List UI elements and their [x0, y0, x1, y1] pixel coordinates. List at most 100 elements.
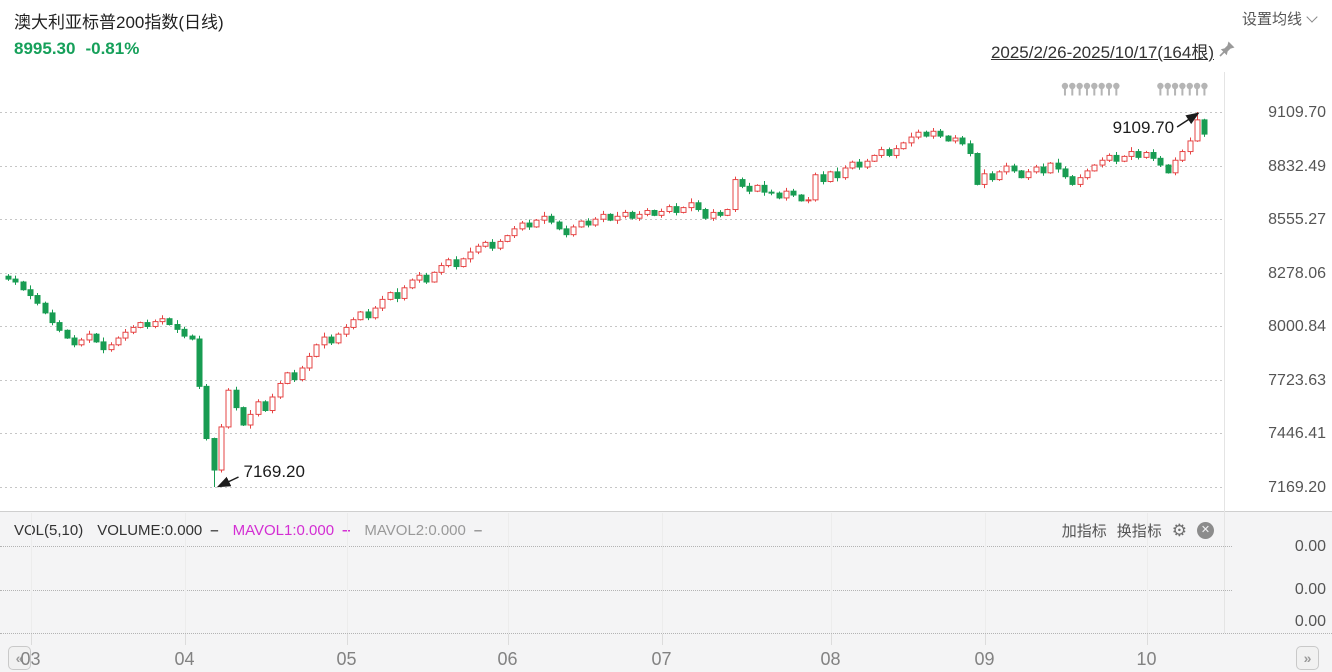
candle — [533, 219, 540, 228]
event-pin-icon — [1091, 82, 1098, 96]
candle — [519, 220, 526, 231]
candle — [71, 335, 78, 348]
month-gridline — [30, 513, 32, 633]
month-gridline — [661, 513, 663, 633]
candle — [86, 330, 93, 343]
candle — [849, 160, 856, 170]
candle — [600, 210, 607, 223]
candle — [526, 219, 533, 230]
scroll-right-button[interactable]: » — [1296, 646, 1319, 670]
candle — [5, 274, 12, 281]
candle — [702, 207, 709, 220]
date-range-link[interactable]: 2025/2/26-2025/10/17(164根) — [990, 43, 1214, 62]
date-axis-label: 04 — [174, 649, 195, 669]
candle — [144, 319, 151, 329]
candle — [277, 381, 284, 399]
candle — [1091, 164, 1098, 172]
candle — [475, 243, 482, 255]
candle — [1025, 168, 1032, 181]
date-axis-label: 09 — [974, 649, 995, 669]
candle — [945, 135, 952, 142]
date-axis-label: 07 — [651, 649, 672, 669]
gridlines — [0, 112, 1224, 488]
candle — [1069, 175, 1076, 186]
candle — [1194, 112, 1201, 142]
candlestick-series — [5, 112, 1208, 487]
candle — [152, 319, 159, 329]
add-indicator-button[interactable]: 加指标 — [1061, 522, 1107, 540]
candle — [1062, 166, 1069, 179]
candle — [181, 326, 188, 339]
candle — [416, 271, 423, 283]
candle — [357, 311, 364, 321]
last-price: 8995.30 — [14, 39, 76, 58]
event-pin-icon — [1171, 82, 1179, 96]
month-gridline — [984, 513, 986, 633]
event-pin-icon — [1113, 82, 1120, 96]
volume-indicator-header: VOL(5,10) VOLUME:0.000 – MAVOL1:0.000 – … — [0, 515, 1332, 545]
candle — [834, 167, 841, 182]
candle — [1135, 149, 1142, 160]
candle — [636, 211, 643, 221]
candle — [930, 128, 937, 139]
switch-indicator-button[interactable]: 换指标 — [1116, 522, 1162, 540]
candle — [255, 399, 262, 417]
candle — [64, 329, 71, 339]
candle — [394, 288, 401, 303]
candle — [365, 309, 372, 321]
pin-icon[interactable] — [1218, 40, 1236, 58]
panel-separator — [0, 511, 1332, 512]
candle — [1150, 149, 1157, 162]
candle — [842, 165, 849, 180]
candle — [42, 301, 49, 315]
date-axis-separator — [0, 633, 1332, 634]
candle — [1055, 158, 1062, 173]
candle — [460, 257, 467, 268]
candle — [1121, 155, 1128, 163]
candle — [651, 209, 658, 217]
volume-axis-label: 0.00 — [1294, 613, 1326, 630]
mavol1-legend-dash: – — [342, 521, 351, 539]
event-pin-icon — [1201, 82, 1208, 96]
candle — [717, 210, 724, 218]
candle — [291, 369, 298, 383]
gear-icon[interactable]: ⚙ — [1171, 520, 1187, 540]
candle — [49, 309, 56, 326]
candle — [321, 332, 328, 349]
close-panel-icon[interactable]: ✕ — [1197, 521, 1214, 539]
date-axis-tick — [184, 634, 186, 645]
candle — [1077, 174, 1084, 188]
candle — [989, 171, 996, 182]
candle — [937, 128, 944, 139]
candle — [908, 132, 915, 147]
candle — [1128, 147, 1135, 161]
change-percent: -0.81% — [85, 39, 140, 58]
candle — [130, 325, 137, 335]
event-pin-icon — [1061, 82, 1069, 96]
date-axis-tick — [661, 634, 663, 645]
month-gridline — [184, 513, 186, 633]
candle — [1113, 151, 1120, 165]
candle — [203, 384, 210, 441]
candle — [335, 332, 342, 345]
candle — [313, 343, 320, 358]
candle — [12, 275, 19, 285]
month-gridline — [1146, 513, 1148, 633]
candle — [350, 317, 357, 330]
candle — [225, 388, 232, 429]
candle — [401, 285, 408, 301]
volume-value-label: VOLUME:0.000 — [97, 521, 203, 539]
volume-axis-label: 0.00 — [1294, 581, 1326, 598]
candle — [423, 272, 430, 284]
scroll-left-button[interactable]: « — [8, 646, 31, 670]
candle — [658, 208, 665, 218]
candle — [585, 218, 592, 228]
event-pin-icon — [1069, 82, 1076, 96]
candle — [343, 324, 350, 337]
candle — [967, 140, 974, 157]
candle — [798, 194, 805, 202]
candle — [1033, 164, 1040, 174]
ma-settings-button[interactable]: 设置均线 — [1242, 8, 1318, 29]
candle — [1165, 164, 1172, 174]
candle — [1157, 156, 1164, 168]
